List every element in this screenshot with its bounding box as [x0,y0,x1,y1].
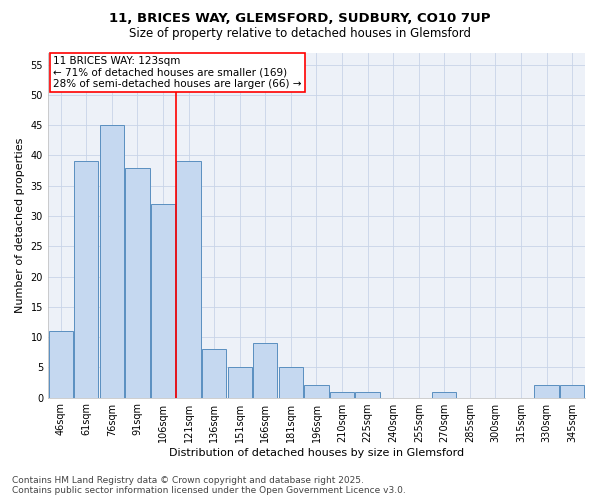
Bar [304,386,329,398]
Bar [74,162,98,398]
Bar [253,343,277,398]
Bar [202,349,226,398]
Bar [176,162,201,398]
Text: Contains HM Land Registry data © Crown copyright and database right 2025.
Contai: Contains HM Land Registry data © Crown c… [12,476,406,495]
Bar [125,168,149,398]
Bar [330,392,354,398]
Text: 11, BRICES WAY, GLEMSFORD, SUDBURY, CO10 7UP: 11, BRICES WAY, GLEMSFORD, SUDBURY, CO10… [109,12,491,26]
Bar [355,392,380,398]
Bar [227,368,252,398]
Bar [535,386,559,398]
Text: Size of property relative to detached houses in Glemsford: Size of property relative to detached ho… [129,28,471,40]
X-axis label: Distribution of detached houses by size in Glemsford: Distribution of detached houses by size … [169,448,464,458]
Bar [279,368,303,398]
Bar [560,386,584,398]
Bar [100,125,124,398]
Text: 11 BRICES WAY: 123sqm
← 71% of detached houses are smaller (169)
28% of semi-det: 11 BRICES WAY: 123sqm ← 71% of detached … [53,56,302,89]
Bar [432,392,457,398]
Bar [49,331,73,398]
Y-axis label: Number of detached properties: Number of detached properties [15,138,25,312]
Bar [151,204,175,398]
